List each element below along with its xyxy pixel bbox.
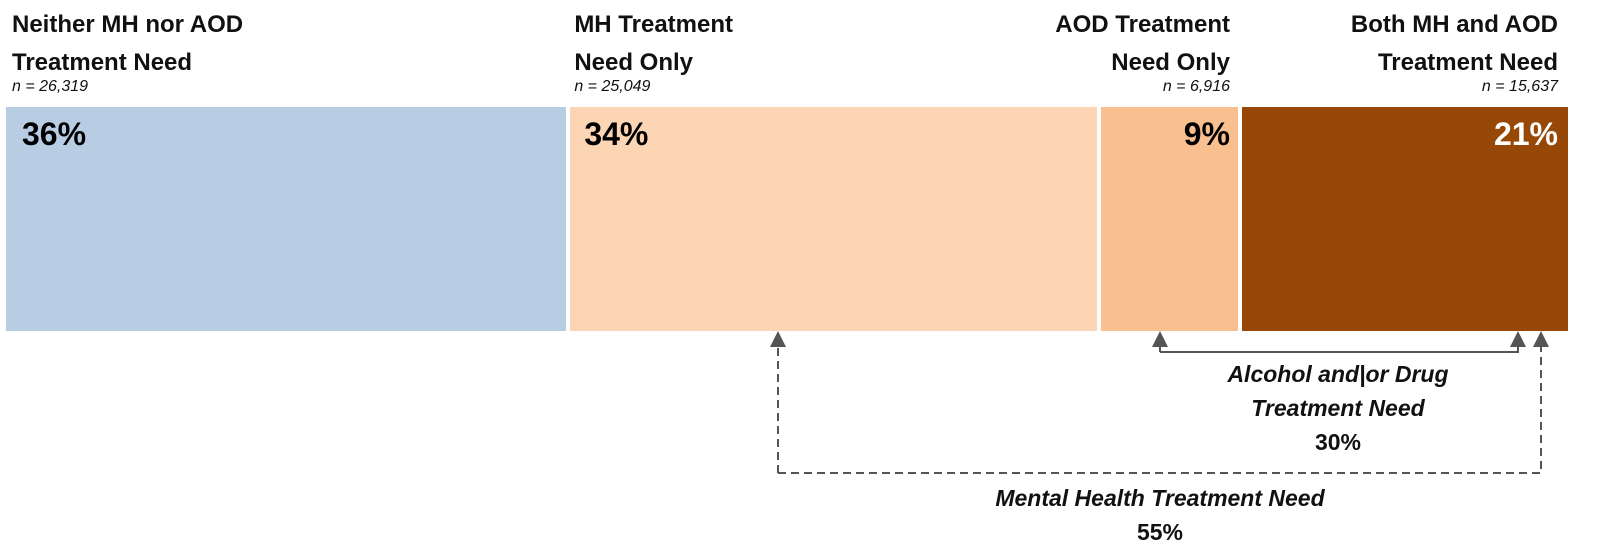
bar-segment <box>1101 107 1238 331</box>
bar-segment <box>6 107 567 331</box>
value-label: 9% <box>1183 116 1230 152</box>
segment-label: Both MH and AOD Treatment Need <box>1350 11 1558 76</box>
segment-label: MH Treatment Need Only <box>574 11 734 76</box>
segment-label: AOD Treatment Need Only <box>1055 11 1230 76</box>
sample-size: n = 15,637 <box>1481 78 1558 95</box>
bar-segment <box>1241 107 1568 331</box>
annotation-value: 55% <box>1136 519 1184 545</box>
sample-size: n = 6,916 <box>1162 78 1230 95</box>
bar-segment <box>570 107 1098 331</box>
sample-size: n = 25,049 <box>574 78 651 95</box>
value-label: 34% <box>584 116 649 152</box>
value-label: 36% <box>22 116 87 152</box>
value-label: 21% <box>1493 116 1558 152</box>
annotation-text: Mental Health Treatment Need <box>995 485 1325 511</box>
segment-label: Neither MH nor AOD Treatment Need <box>12 11 244 76</box>
annotation-text: Alcohol and|or Drug Treatment Need <box>1227 361 1449 421</box>
mh-bracket <box>777 340 1542 474</box>
aod-annotation: Alcohol and|or Drug Treatment Need 30% <box>1198 357 1478 459</box>
annotation-value: 30% <box>1314 429 1362 455</box>
sample-size: n = 26,319 <box>12 78 89 95</box>
aod-bracket <box>1159 338 1519 353</box>
mh-annotation: Mental Health Treatment Need 55% <box>900 481 1420 549</box>
